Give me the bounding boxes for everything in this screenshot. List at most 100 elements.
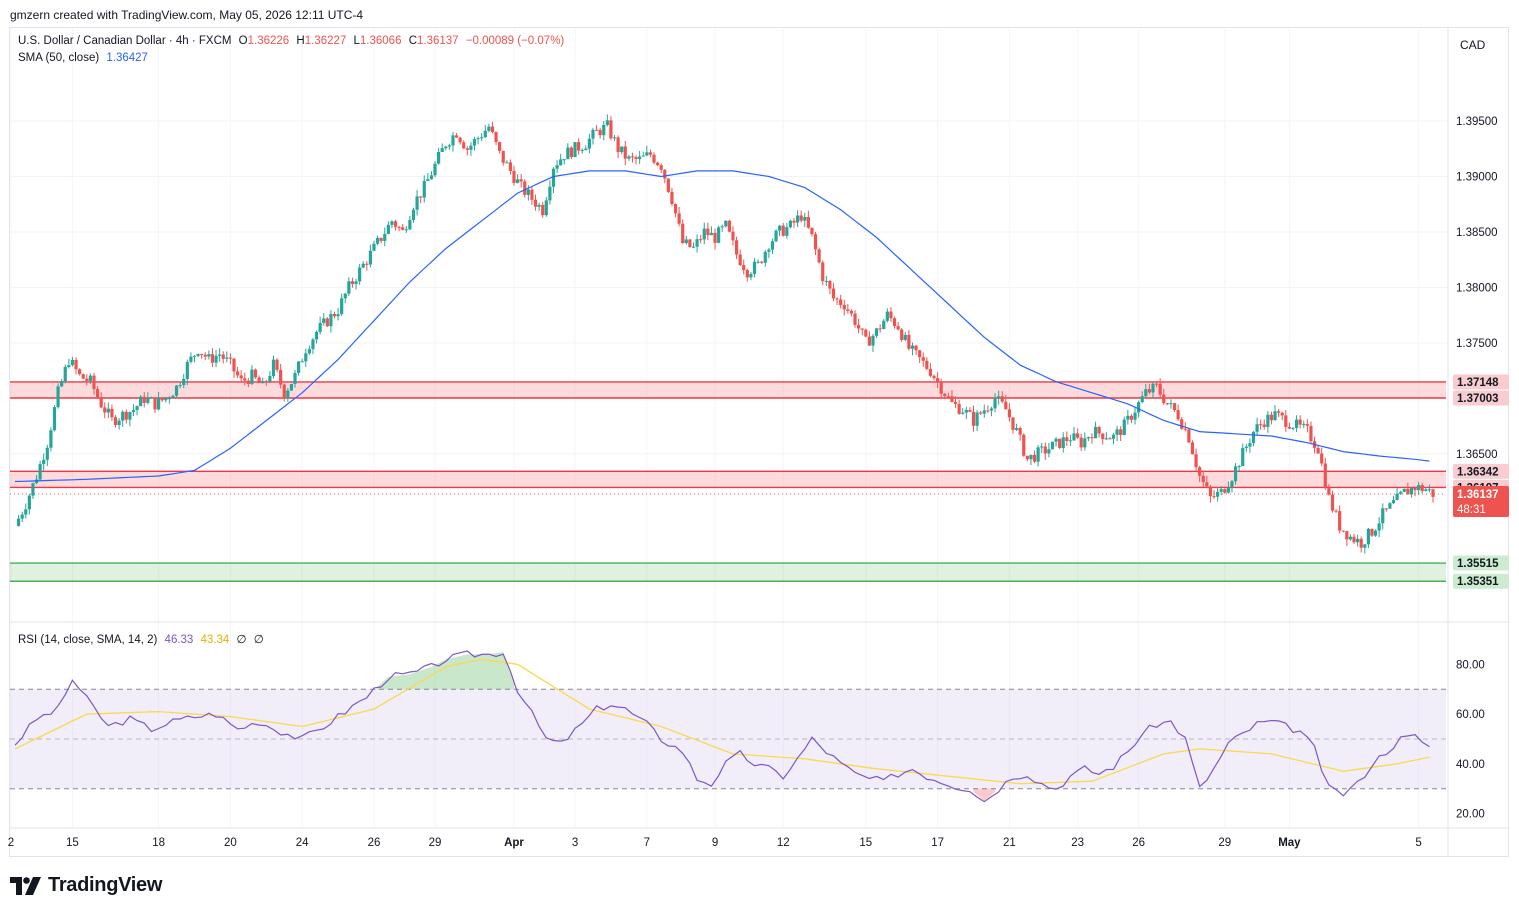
candle-down [1119, 429, 1123, 436]
candle-up [156, 397, 161, 410]
low-label: L [353, 35, 360, 47]
candle-up [422, 180, 426, 198]
candle-up [293, 372, 297, 384]
time-tick-label: 7 [644, 837, 650, 849]
candle-up [785, 227, 789, 236]
candle-down [892, 318, 897, 327]
candle-up [874, 328, 879, 336]
candle-down [103, 407, 107, 413]
candle-down [1359, 538, 1363, 548]
time-tick-label: 24 [296, 837, 309, 849]
candle-up [261, 381, 265, 384]
resistance-zone [10, 471, 1446, 488]
candle-up [60, 381, 64, 387]
candle-up [803, 216, 807, 221]
candle-up [24, 509, 28, 515]
candle-up [684, 239, 688, 244]
candle-down [253, 369, 258, 378]
candle-up [691, 246, 696, 248]
chart-frame [9, 27, 1509, 857]
candle-down [896, 326, 900, 330]
candle-down [760, 261, 764, 263]
symbol-title[interactable]: U.S. Dollar / Canadian Dollar · 4h · FXC… [18, 35, 232, 47]
candle-down [943, 393, 947, 397]
candle-up [1104, 438, 1108, 440]
candle-up [375, 237, 380, 244]
candle-down [652, 154, 656, 163]
candle-down [1129, 415, 1134, 420]
candle-up [1294, 419, 1299, 428]
candle-down [1431, 489, 1435, 497]
candle-down [846, 309, 850, 311]
currency-selector[interactable]: CAD [1460, 38, 1486, 52]
candle-down [379, 237, 383, 241]
candle-down [799, 215, 803, 221]
candle-up [372, 243, 376, 251]
candle-up [1395, 493, 1399, 501]
candle-up [289, 383, 294, 391]
candle-up [1248, 443, 1252, 447]
candle-down [210, 354, 215, 363]
tradingview-brand[interactable]: TradingView [10, 874, 162, 897]
candle-down [727, 220, 731, 232]
rsi-legend[interactable]: RSI (14, close, SMA, 14, 2) 46.33 43.34 … [18, 632, 268, 646]
candle-down [501, 150, 505, 163]
grid [10, 28, 1448, 828]
candle-up [451, 135, 455, 146]
candle-down [365, 263, 369, 265]
candle-down [857, 325, 861, 329]
time-tick-label: 26 [1132, 837, 1145, 849]
axes: 1.39500 1.39000 1.38500 1.38000 1.37500 1.365… [8, 28, 1509, 856]
candle-down [110, 408, 114, 418]
candle-down [950, 396, 954, 402]
candle-down [1262, 424, 1266, 427]
candle-up [361, 263, 365, 268]
candle-up [128, 412, 132, 420]
rsi-pane [10, 650, 1446, 803]
candle-down [494, 132, 498, 143]
candle-up [756, 261, 760, 263]
candle-up [88, 375, 92, 382]
candle-up [1237, 466, 1241, 468]
time-tick-label: 9 [712, 837, 718, 849]
rsi-line [14, 650, 1430, 803]
candle-up [426, 179, 430, 181]
candle-down [533, 199, 538, 207]
candle-up [45, 447, 49, 460]
candle-up [774, 230, 778, 242]
candle-down [78, 369, 82, 375]
candle-down [257, 377, 261, 384]
candle-up [548, 186, 552, 201]
candle-down [918, 350, 922, 358]
candle-down [153, 397, 157, 410]
sma-legend[interactable]: SMA (50, close) 1.36427 [18, 52, 152, 64]
brand-text: TradingView [48, 874, 163, 896]
candle-up [476, 138, 480, 140]
candle-up [322, 318, 326, 323]
candle-down [681, 223, 685, 244]
candle-down [979, 412, 983, 414]
candle-up [551, 168, 556, 187]
candle-down [1172, 403, 1177, 411]
candle-up [537, 204, 541, 207]
candle-down [946, 396, 950, 398]
candle-down [1413, 487, 1417, 491]
candle-down [849, 310, 854, 314]
candle-down [1298, 419, 1302, 425]
candle-down [853, 313, 857, 326]
candle-up [1391, 500, 1396, 504]
candle-up [871, 335, 875, 346]
candle-down [1330, 494, 1335, 511]
candle-up [982, 410, 986, 414]
candle-up [196, 353, 200, 356]
candle-up [38, 464, 42, 480]
zone-label-3-bg [1453, 463, 1509, 479]
open-label: O [238, 35, 248, 47]
candle-up [135, 406, 139, 411]
candle-down [900, 329, 904, 340]
candle-down [1032, 454, 1037, 462]
candle-down [1198, 467, 1202, 476]
candle-up [526, 189, 530, 195]
candle-up [882, 320, 886, 330]
